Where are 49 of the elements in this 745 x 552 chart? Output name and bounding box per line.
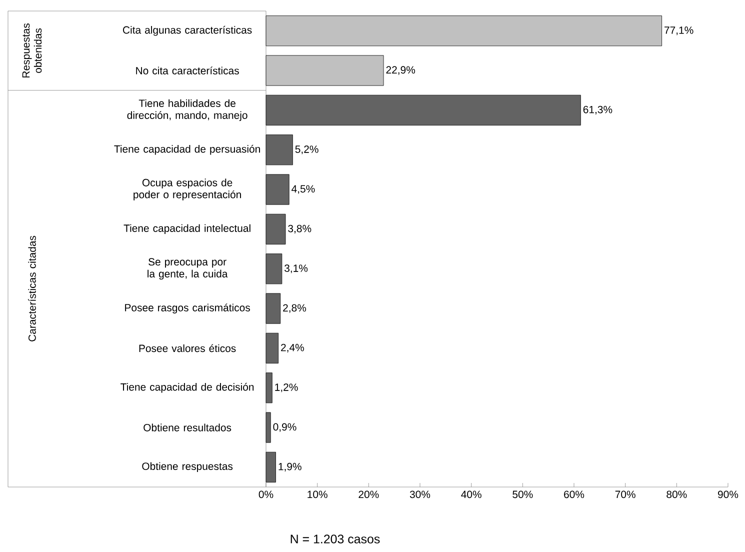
y-tick-label: Posee valores éticos [139, 344, 236, 352]
data-label: 1,9% [278, 462, 302, 472]
bar [266, 254, 282, 284]
bar [266, 214, 286, 244]
data-label: 4,5% [292, 185, 315, 194]
data-label: 22,9% [386, 66, 416, 75]
data-label: 2,4% [281, 344, 304, 352]
x-tick-label: 90% [718, 490, 738, 498]
data-label: 2,8% [283, 304, 306, 313]
data-label: 5,2% [295, 146, 318, 154]
y-tick-label: Se preocupa por la gente, la cuida [148, 258, 228, 280]
y-tick-label: Tiene capacidad de decisión [120, 382, 254, 393]
y-tick-label: Posee rasgos carismáticos [125, 304, 250, 314]
x-tick-label: 40% [461, 490, 482, 498]
bar [266, 412, 271, 443]
data-label: 1,2% [275, 384, 298, 392]
y-tick-label: No cita características [136, 66, 239, 74]
bar [266, 452, 276, 482]
text: Características citadas [28, 236, 36, 342]
text: N = 1.203 casos [290, 534, 380, 544]
bar [266, 16, 662, 46]
bar [266, 332, 279, 364]
x-tick-label: 0% [258, 490, 274, 498]
y-tick-label: Obtiene respuestas [142, 462, 233, 472]
x-tick-label: 80% [666, 490, 687, 498]
bar [266, 134, 293, 166]
x-tick-label: 20% [358, 490, 379, 498]
y-tick-label: Ocupa espacios de poder o representación [134, 178, 241, 200]
data-label: 0,9% [273, 423, 296, 432]
x-tick-label: 10% [308, 490, 328, 498]
bar [266, 174, 290, 205]
x-tick-label: 70% [615, 490, 636, 498]
bar [266, 372, 272, 404]
y-tick-label: Cita algunas características [123, 26, 252, 36]
bar [266, 293, 281, 324]
data-label: 61,3% [583, 106, 612, 114]
data-label: 3,1% [284, 264, 308, 274]
y-tick-label: Tiene habilidades de dirección, mando, manejo [127, 99, 248, 122]
y-tick-label: Obtiene resultados [144, 424, 232, 432]
x-tick-label: 50% [512, 490, 533, 498]
y-tick-label: Tiene capacidad de persuasión [114, 144, 260, 155]
y-tick-label: Tiene capacidad intelectual [124, 224, 250, 234]
data-label: 3,8% [288, 224, 312, 234]
x-tick-label: 30% [410, 490, 430, 498]
bar [266, 94, 581, 126]
x-tick-label: 60% [564, 490, 584, 498]
data-label: 77,1% [664, 26, 694, 36]
text: Respuestas obtenidas [22, 23, 42, 78]
bar [266, 55, 384, 86]
